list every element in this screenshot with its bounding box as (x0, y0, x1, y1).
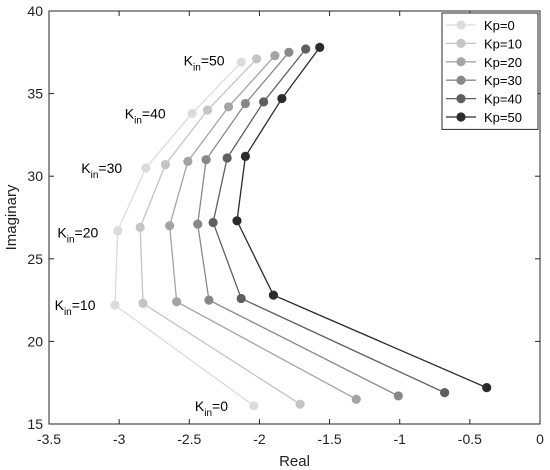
kin-annotation: Kin=20 (57, 224, 98, 245)
legend-marker (456, 57, 466, 67)
data-point (138, 298, 148, 309)
kin-annotation: Kin=10 (55, 297, 96, 318)
legend-marker (456, 112, 466, 122)
y-tick-label: 20 (27, 333, 43, 349)
data-point (440, 388, 450, 398)
series-Kp=20 (165, 51, 361, 404)
series-Kp=0 (110, 57, 259, 411)
data-point (351, 394, 361, 404)
data-point (482, 383, 492, 393)
data-point (135, 222, 145, 233)
series-line (236, 46, 487, 389)
series-Kp=10 (135, 54, 305, 409)
legend-label: Kp=0 (484, 18, 515, 33)
data-point (172, 297, 182, 307)
data-point (236, 293, 246, 304)
data-point (284, 47, 294, 57)
data-point (222, 153, 232, 163)
x-tick-label: 0 (536, 431, 544, 447)
data-point (160, 160, 171, 170)
kin-annotation: Kin=50 (184, 53, 225, 74)
x-tick-label: -3 (113, 431, 126, 447)
x-axis-label: Real (279, 453, 310, 470)
legend-marker (456, 38, 466, 49)
legend-marker (456, 75, 466, 85)
x-tick-label: -3.5 (37, 431, 61, 447)
y-axis-label: Imaginary (3, 184, 20, 250)
y-tick-label: 40 (27, 3, 43, 19)
data-point (268, 290, 279, 300)
data-point (208, 217, 218, 228)
series-line (139, 58, 301, 405)
x-tick-label: -1.5 (318, 431, 342, 447)
data-point (141, 163, 151, 173)
data-point (202, 105, 213, 115)
legend-label: Kp=10 (484, 36, 522, 51)
data-point (301, 44, 311, 54)
y-tick-label: 30 (27, 168, 43, 184)
series-line (197, 51, 399, 397)
series-line (212, 48, 445, 394)
kin-annotation: Kin=40 (125, 105, 166, 126)
series-Kp=40 (208, 44, 450, 398)
x-tick-label: -1 (393, 431, 406, 447)
legend-marker (456, 94, 466, 104)
data-point (249, 401, 259, 411)
data-point (270, 51, 280, 61)
y-tick-label: 15 (27, 416, 43, 432)
data-point (187, 108, 197, 119)
legend: Kp=0 Kp=10 Kp=20 Kp=30 Kp=40 Kp=50 (441, 12, 539, 130)
legend-label: Kp=30 (484, 73, 522, 88)
legend-label: Kp=50 (484, 110, 522, 125)
data-point (277, 93, 287, 104)
legend-label: Kp=20 (484, 55, 522, 70)
data-point (113, 226, 123, 236)
x-tick-label: -2 (253, 431, 266, 447)
data-point (110, 300, 120, 310)
data-point (259, 97, 269, 107)
kin-annotation: Kin=0 (195, 398, 228, 419)
legend-box (441, 12, 539, 130)
axes-frame (48, 10, 541, 425)
series-Kp=30 (193, 47, 403, 401)
data-point (232, 216, 242, 226)
data-point (204, 295, 214, 305)
annotations: Kin=0 Kin=10 Kin=20 Kin=30 Kin=40 Kin=50 (55, 53, 229, 419)
data-point (201, 155, 211, 165)
data-point (236, 57, 246, 67)
data-point (193, 219, 203, 229)
x-tick-label: -0.5 (458, 431, 482, 447)
data-point (252, 54, 262, 64)
legend-label: Kp=40 (484, 92, 522, 107)
plot-marks (110, 42, 492, 411)
x-tick-label: -2.5 (177, 431, 201, 447)
data-point (393, 391, 403, 401)
data-point (295, 399, 305, 409)
data-point (240, 98, 250, 109)
data-point (315, 42, 325, 52)
kin-annotation: Kin=30 (81, 160, 122, 181)
series-Kp=50 (232, 42, 492, 393)
ticks: -3.5 -3 -2.5 -2 -1.5 -1 -0.5 0 15 20 25 30 35 40 (27, 3, 544, 447)
data-point (223, 102, 234, 112)
series-line (168, 55, 357, 400)
y-tick-label: 25 (27, 251, 43, 267)
legend-marker (456, 20, 466, 30)
series-line (114, 61, 255, 407)
data-point (240, 151, 250, 161)
y-tick-label: 35 (27, 86, 43, 102)
data-point (183, 156, 193, 166)
data-point (165, 221, 175, 231)
